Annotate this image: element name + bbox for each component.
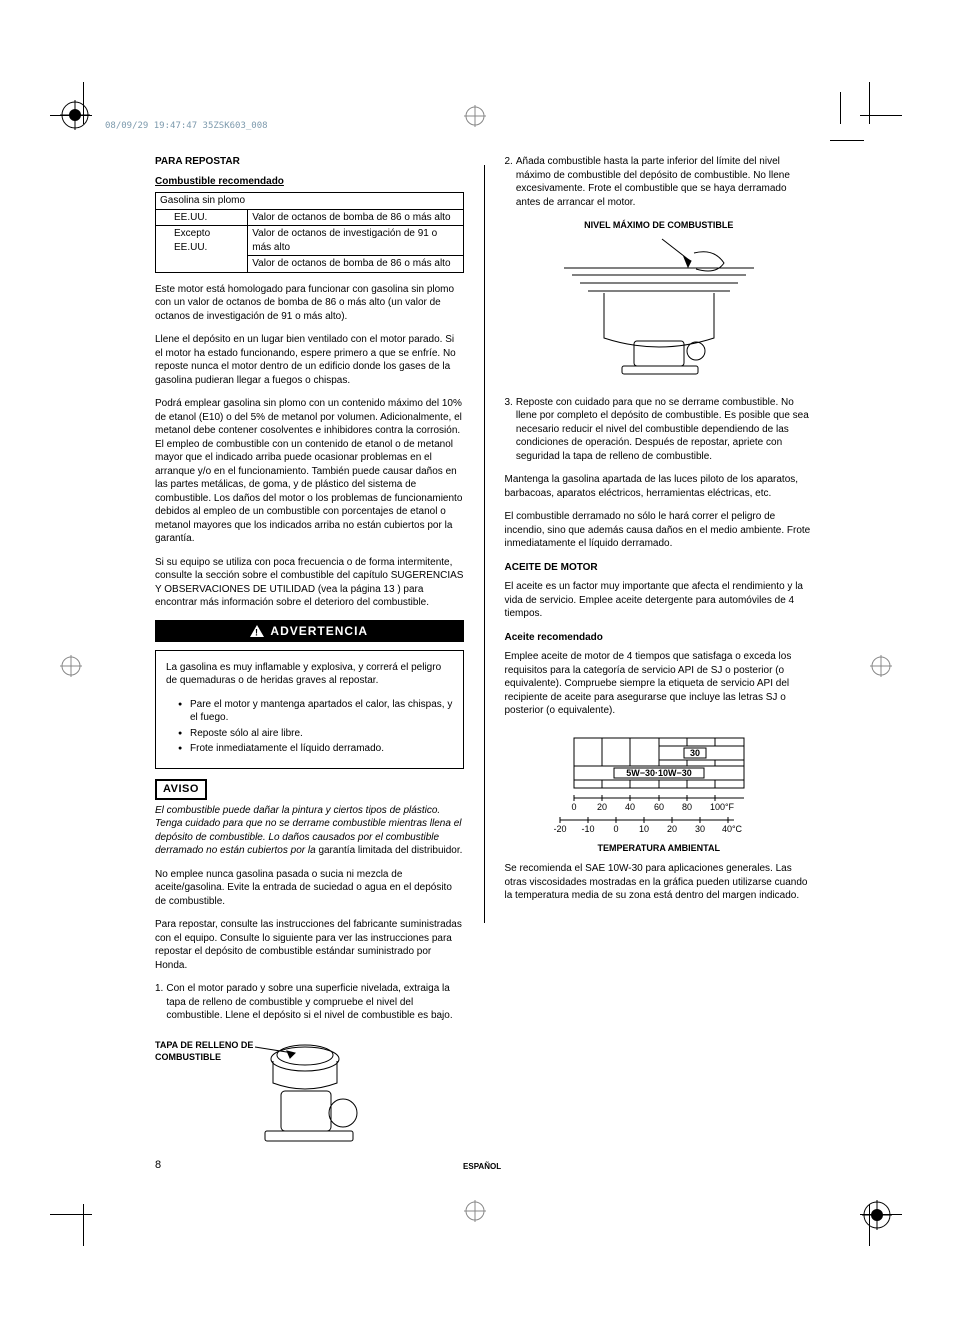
table-cell: Gasolina sin plomo [156,193,464,210]
crop-mark [869,82,870,124]
advertencia-block: ! ADVERTENCIA La gasolina es muy inflama… [155,620,464,769]
registration-mark [862,1200,892,1230]
page-number: 8 [155,1158,161,1173]
fuel-heading: Combustible recomendado [155,175,464,189]
step-text: Con el motor parado y sobre una superfic… [166,982,463,1023]
column-right: 2. Añada combustible hasta la parte infe… [505,155,814,1173]
fuel-table: Gasolina sin plomo EE.UU. Valor de octan… [155,192,464,273]
step-1: 1. Con el motor parado y sobre una super… [155,982,464,1023]
bullet-item: Frote inmediatamente el líquido derramad… [178,742,453,756]
body-text: El aceite es un factor muy importante qu… [505,580,814,621]
advertencia-label: ADVERTENCIA [270,623,368,639]
bullet-item: Reposte sólo al aire libre. [178,727,453,741]
body-text: Este motor está homologado para funciona… [155,283,464,324]
column-left: PARA REPOSTAR Combustible recomendado Ga… [155,155,464,1173]
svg-text:!: ! [255,627,259,637]
table-cell: Valor de octanos de bomba de 86 o más al… [248,209,463,226]
svg-text:80: 80 [682,802,692,812]
svg-text:0: 0 [571,802,576,812]
registration-mark [464,105,486,127]
figure-fuel-cap: TAPA DE RELLENO DE COMBUSTIBLE [155,1033,464,1173]
registration-mark [60,655,82,677]
registration-mark [60,100,90,130]
language-label: ESPAÑOL [463,1162,501,1173]
table-cell: EE.UU. [156,209,248,226]
crop-mark [83,1204,84,1246]
crop-mark [860,115,902,116]
section-title: PARA REPOSTAR [155,155,464,169]
body-text: No emplee nunca gasolina pasada o sucia … [155,868,464,909]
step-text: Reposte con cuidado para que no se derra… [516,396,813,464]
svg-text:60: 60 [654,802,664,812]
step-text: Añada combustible hasta la parte inferio… [516,155,813,209]
step-number: 2. [505,155,513,209]
figure-label: NIVEL MÁXIMO DE COMBUSTIBLE [505,219,814,231]
oil-chart: 30 5W−30·10W−30 0 20 40 60 80 100°F [505,728,814,855]
table-cell: Valor de octanos de bomba de 86 o más al… [248,256,463,273]
crop-mark [830,140,864,141]
svg-text:0: 0 [613,824,618,834]
rec-oil-heading: Aceite recomendado [505,631,814,645]
print-timestamp: 08/09/29 19:47:47 35ZSK603_008 [105,120,268,132]
svg-text:20: 20 [597,802,607,812]
registration-mark [870,655,892,677]
aviso-label: AVISO [155,779,207,800]
body-text: Si su equipo se utiliza con poca frecuen… [155,556,464,610]
step-3: 3. Reposte con cuidado para que no se de… [505,396,814,464]
bullet-item: Pare el motor y mantenga apartados el ca… [178,698,453,725]
tank-illustration-icon [544,233,774,383]
oil-heading: ACEITE DE MOTOR [505,561,814,575]
step-2: 2. Añada combustible hasta la parte infe… [505,155,814,209]
page-footer: 8 ESPAÑOL [155,1158,813,1173]
crop-mark [50,1214,92,1215]
body-text: Para repostar, consulte las instruccione… [155,918,464,972]
advertencia-banner: ! ADVERTENCIA [155,620,464,642]
chart-band-label: 30 [690,748,700,758]
body-text: El combustible derramado no sólo le hará… [505,510,814,551]
step-number: 1. [155,982,163,1023]
chart-band-label: 5W−30·10W−30 [626,768,692,778]
svg-text:-10: -10 [581,824,594,834]
body-text: Podrá emplear gasolina sin plomo con un … [155,397,464,546]
table-cell: Valor de octanos de investigación de 91 … [248,226,463,256]
svg-text:10: 10 [639,824,649,834]
warning-icon: ! [250,625,264,637]
column-separator [484,165,485,923]
aviso-text: El combustible puede dañar la pintura y … [155,804,464,858]
svg-text:30: 30 [695,824,705,834]
body-text: Se recomienda el SAE 10W-30 para aplicac… [505,862,814,903]
advertencia-text: La gasolina es muy inflamable y explosiv… [166,661,453,688]
table-cell: Excepto EE.UU. [156,226,248,273]
step-number: 3. [505,396,513,464]
figure-fuel-level: NIVEL MÁXIMO DE COMBUSTIBLE [505,219,814,388]
svg-text:100°F: 100°F [710,802,735,812]
engine-illustration-icon [235,1033,405,1163]
svg-text:40: 40 [625,802,635,812]
body-text: Llene el depósito en un lugar bien venti… [155,333,464,387]
svg-text:40°C: 40°C [722,824,743,834]
crop-mark [860,1214,902,1215]
crop-mark [840,92,841,124]
crop-mark [869,1204,870,1246]
body-text: Mantenga la gasolina apartada de las luc… [505,473,814,500]
temp-axis-label: TEMPERATURA AMBIENTAL [505,842,814,854]
svg-text:-20: -20 [554,824,567,834]
body-text: Emplee aceite de motor de 4 tiempos que … [505,650,814,718]
svg-text:20: 20 [667,824,677,834]
registration-mark [464,1200,486,1222]
